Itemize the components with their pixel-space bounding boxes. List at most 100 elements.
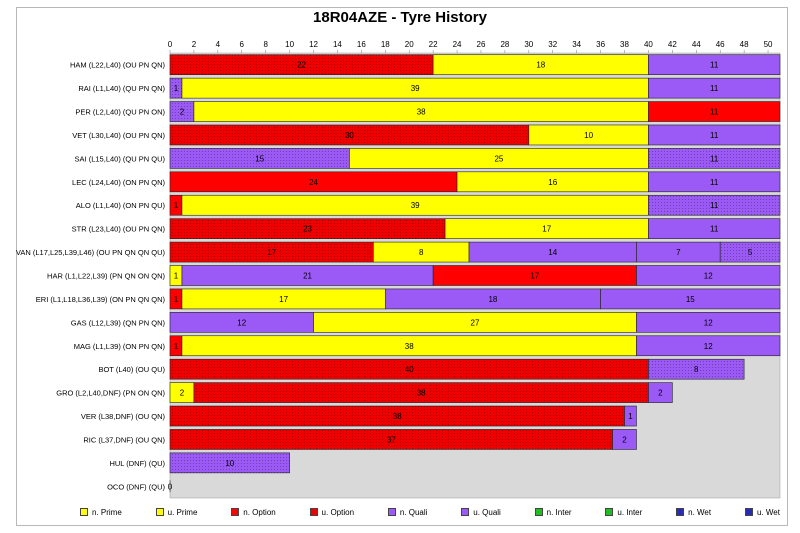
legend-item: n. Prime (80, 506, 122, 518)
x-tick-label: 28 (500, 40, 509, 49)
stint-lap-count: 38 (417, 389, 426, 398)
x-tick-label: 30 (524, 40, 533, 49)
legend-swatch (744, 508, 753, 516)
stint-lap-count: 37 (387, 435, 396, 444)
stint-lap-count: 14 (548, 248, 557, 257)
x-tick-label: 42 (668, 40, 677, 49)
driver-label: STR (L23,L40) (OU PN QN) (72, 225, 166, 234)
stint-lap-count: 2 (658, 389, 663, 398)
legend-label: n. Inter (546, 507, 572, 517)
stint-lap-count: 2 (180, 108, 185, 117)
stint-lap-count: 17 (279, 295, 288, 304)
legend-label: n. Option (243, 507, 276, 517)
x-tick-label: 32 (548, 40, 557, 49)
stint-lap-count: 38 (393, 412, 402, 421)
stint-lap-count: 18 (488, 295, 497, 304)
stint-bar-used-texture (648, 359, 745, 380)
legend: n. Prime u. Prime n. Option u. Option n. Qua… (80, 506, 780, 518)
driver-label: MAG (L1,L39) (ON PN QN) (74, 342, 166, 351)
legend-swatch (80, 508, 88, 516)
legend-label: n. Quali (399, 507, 428, 517)
stint-bar-used-texture (170, 54, 434, 75)
legend-item: u. Quali (461, 506, 501, 518)
stint-lap-count: 1 (174, 201, 179, 210)
stint-lap-count: 17 (542, 225, 551, 234)
stint-lap-count: 30 (345, 131, 354, 140)
stint-bar (636, 265, 781, 286)
legend-item: n. Inter (534, 506, 572, 518)
stint-bar (624, 405, 637, 427)
stint-lap-count: 7 (676, 248, 681, 257)
x-tick-label: 22 (429, 40, 438, 49)
stint-lap-count: 40 (405, 365, 414, 374)
driver-label: LEC (L24,L40) (ON PN QN) (72, 178, 165, 187)
x-tick-label: 34 (572, 40, 581, 49)
x-tick-label: 0 (168, 40, 173, 49)
stint-bar (600, 288, 781, 310)
stint-lap-count: 21 (303, 272, 312, 281)
driver-label: VER (L38,DNF) (OU QN) (81, 412, 166, 421)
legend-item: n. Quali (387, 506, 428, 518)
stint-bar-used-texture (170, 78, 182, 99)
driver-label: ERI (L1,L18,L36,L39) (ON PN QN QN) (36, 295, 166, 304)
stint-lap-count: 22 (297, 61, 306, 70)
stint-lap-count: 16 (548, 178, 557, 187)
driver-label: BOT (L40) (OU QU) (98, 365, 165, 374)
driver-label: RIC (L37,DNF) (OU QN) (83, 435, 165, 444)
legend-item: n. Option (231, 506, 276, 518)
driver-label: VAN (L17,L25,L39,L46) (OU PN QN QN QU) (16, 248, 166, 257)
stint-bar (636, 312, 781, 333)
x-tick-label: 50 (764, 40, 773, 49)
x-tick-label: 38 (620, 40, 629, 49)
driver-label: PER (L2,L40) (QU PN ON) (75, 108, 165, 117)
x-tick-label: 4 (216, 40, 221, 49)
stint-bar-used-texture (170, 359, 649, 380)
legend-label: u. Inter (617, 507, 643, 517)
legend-swatch (605, 508, 614, 516)
stint-lap-count: 1 (628, 412, 633, 421)
x-tick-label: 36 (596, 40, 605, 49)
chart-title: 18R04AZE - Tyre History (313, 9, 487, 26)
stint-bar (648, 218, 781, 239)
stint-lap-count: 11 (710, 108, 719, 117)
driver-label: ALO (L1,L40) (ON PN QU) (76, 201, 166, 210)
legend-swatch (309, 508, 318, 516)
stint-bar (648, 101, 781, 122)
legend-label: u. Option (321, 507, 355, 517)
x-tick-label: 48 (740, 40, 749, 49)
stint-bar (612, 429, 637, 450)
stint-lap-count: 39 (411, 84, 420, 93)
x-tick-label: 40 (644, 40, 653, 49)
stint-lap-count: 8 (419, 248, 424, 257)
driver-label: OCO (DNF) (QU) (107, 482, 165, 491)
stint-bar-used-texture (170, 429, 613, 450)
stint-lap-count: 1 (174, 272, 179, 281)
legend-item: u. Prime (155, 506, 197, 518)
stint-bar-used-texture (170, 452, 290, 473)
stint-lap-count: 23 (303, 225, 312, 234)
stint-lap-count: 1 (174, 295, 179, 304)
x-tick-label: 46 (716, 40, 725, 49)
legend-swatch (387, 508, 396, 516)
stint-bar-used-texture (648, 148, 780, 169)
stint-lap-count: 5 (748, 248, 753, 257)
stint-lap-count: 1 (174, 84, 179, 93)
stint-lap-count: 12 (704, 318, 713, 327)
driver-label: HUL (DNF) (QU) (109, 459, 165, 468)
stint-lap-count: 27 (471, 318, 480, 327)
legend-label: u. Quali (473, 507, 501, 517)
legend-item: u. Inter (605, 506, 642, 518)
x-tick-label: 6 (240, 40, 245, 49)
driver-label: SAI (L15,L40) (QU PN QU) (75, 154, 166, 163)
x-tick-label: 8 (263, 40, 268, 49)
stint-lap-count: 24 (309, 178, 318, 187)
stint-bar (636, 335, 781, 357)
stint-lap-count: 15 (686, 295, 695, 304)
stint-bar-used-texture (170, 242, 374, 263)
stint-bar-used-texture (720, 242, 780, 263)
stint-bar (648, 124, 781, 146)
stint-lap-count: 11 (710, 178, 719, 187)
stint-lap-count: 1 (174, 342, 179, 351)
x-tick-label: 26 (477, 40, 486, 49)
stint-lap-count: 10 (225, 459, 234, 468)
